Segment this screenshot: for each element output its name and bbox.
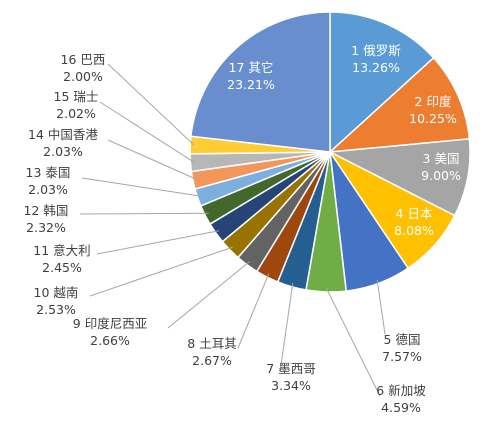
leader-line-7 xyxy=(279,282,294,373)
slice-label-name-16: 16 巴西 xyxy=(61,52,106,67)
slice-label-name-4: 4 日本 xyxy=(396,206,433,221)
slice-label-value-6: 4.59% xyxy=(381,400,421,415)
slice-label-value-1: 13.26% xyxy=(352,60,400,75)
slice-label-name-2: 2 印度 xyxy=(415,94,452,109)
slice-label-value-7: 3.34% xyxy=(271,378,311,393)
leader-line-5 xyxy=(376,279,386,335)
slice-label-name-8: 8 土耳其 xyxy=(187,336,236,351)
slice-label-value-11: 2.45% xyxy=(42,260,82,275)
slice-label-name-1: 1 俄罗斯 xyxy=(351,43,400,58)
slice-label-name-3: 3 美国 xyxy=(423,151,460,166)
leader-line-11 xyxy=(96,230,220,255)
leader-line-9 xyxy=(167,261,250,329)
leader-lines xyxy=(79,63,386,397)
slice-label-value-13: 2.03% xyxy=(28,182,68,197)
slice-label-value-16: 2.00% xyxy=(63,69,103,84)
slice-label-value-8: 2.67% xyxy=(192,353,232,368)
slice-label-name-14: 14 中国香港 xyxy=(28,127,98,142)
leader-line-13 xyxy=(81,177,202,197)
slice-label-name-13: 13 泰国 xyxy=(26,165,71,180)
leader-line-6 xyxy=(325,287,381,397)
leader-line-14 xyxy=(107,139,198,180)
leader-line-10 xyxy=(89,246,233,297)
pie-slice-3 xyxy=(327,138,471,217)
slice-label-value-17: 23.21% xyxy=(227,77,275,92)
leader-line-16 xyxy=(107,63,195,146)
slice-label-name-11: 11 意大利 xyxy=(33,243,90,258)
slice-label-name-10: 10 越南 xyxy=(34,285,79,300)
leader-line-8 xyxy=(237,273,270,349)
slice-label-value-12: 2.32% xyxy=(26,220,66,235)
slice-label-name-7: 7 墨西哥 xyxy=(266,361,315,376)
leader-line-12 xyxy=(79,212,209,215)
slice-label-value-14: 2.03% xyxy=(43,144,83,159)
pie-slices xyxy=(189,11,471,293)
slice-label-name-15: 15 瑞士 xyxy=(54,89,99,104)
data-labels: 1 俄罗斯 13.26% 2 印度 10.25% 3 美国 9.00% 4 日本 8.08% 5… xyxy=(24,43,461,415)
slice-label-name-6: 6 新加坡 xyxy=(376,383,426,398)
pie-slice-1 xyxy=(329,11,435,154)
slice-label-name-5: 5 德国 xyxy=(384,332,421,347)
slice-label-value-4: 8.08% xyxy=(394,223,434,238)
slice-label-value-5: 7.57% xyxy=(382,349,422,364)
slice-label-name-12: 12 韩国 xyxy=(24,203,69,218)
leader-line-15 xyxy=(99,101,195,163)
slice-label-name-17: 17 其它 xyxy=(229,60,274,75)
slice-label-value-9: 2.66% xyxy=(90,333,130,348)
slice-label-value-2: 10.25% xyxy=(409,111,457,126)
slice-label-name-9: 9 印度尼西亚 xyxy=(73,316,147,331)
pie-slice-17 xyxy=(190,11,331,153)
slice-label-value-10: 2.53% xyxy=(36,302,76,317)
slice-label-value-3: 9.00% xyxy=(421,168,461,183)
slice-label-value-15: 2.02% xyxy=(56,106,96,121)
pie-slice-2 xyxy=(327,56,471,153)
